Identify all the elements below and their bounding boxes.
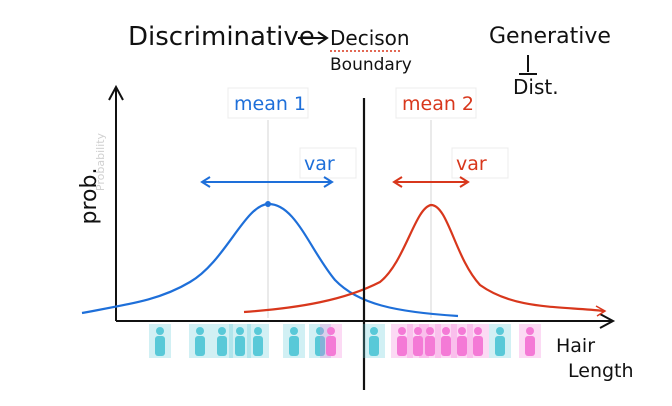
mean1-label-box: [227, 87, 309, 119]
cyan-person-figure: [189, 324, 211, 358]
var2-label: var: [456, 153, 487, 175]
pink-person-figure: [391, 324, 413, 358]
y-axis-label: prob.: [77, 168, 102, 225]
header-decision: Decison: [330, 26, 410, 50]
pink-person-figure: [467, 324, 489, 358]
red-distribution-curve: [243, 203, 605, 314]
var2-label-box: [451, 147, 509, 179]
var1-label-box: [299, 147, 357, 179]
cyan-person-figure: [489, 324, 511, 358]
cyan-person-figure: [229, 324, 251, 358]
pink-person-figure: [435, 324, 457, 358]
var2-double-arrow-icon: [392, 176, 470, 188]
pink-person-figure: [407, 324, 429, 358]
mean2-label-box: [395, 87, 477, 119]
blue-distribution-curve: [81, 202, 459, 318]
data-strip: [149, 324, 541, 358]
cyan-person-figure: [363, 324, 385, 358]
x-axis-label-hair: Hair: [556, 335, 595, 357]
cyan-person-figure: [247, 324, 269, 358]
var1-label: var: [304, 153, 335, 175]
mean1-peak-dot: [265, 201, 271, 207]
y-axis: [108, 84, 124, 321]
x-axis-label-length: Length: [568, 360, 634, 382]
mean1-label: mean 1: [234, 93, 306, 115]
pink-person-figure: [519, 324, 541, 358]
header-boundary: Boundary: [330, 55, 412, 75]
red-curve-tail-arrow-icon: [595, 305, 607, 317]
cyan-person-figure: [309, 324, 331, 358]
cyan-person-figure: [283, 324, 305, 358]
y-axis-label-faint: Probability: [94, 132, 107, 191]
mean2-label: mean 2: [402, 93, 474, 115]
arrow-right-icon: [298, 31, 329, 45]
arrow-down-icon: [519, 55, 537, 75]
header-discriminative: Discriminative: [128, 22, 315, 52]
cyan-person-figure: [149, 324, 171, 358]
header-generative: Generative: [489, 24, 611, 49]
header-dist: Dist.: [513, 75, 559, 99]
var1-double-arrow-icon: [200, 176, 334, 188]
pink-person-figure: [320, 324, 342, 358]
pink-person-figure: [419, 324, 441, 358]
cyan-person-figure: [211, 324, 233, 358]
pink-person-figure: [451, 324, 473, 358]
